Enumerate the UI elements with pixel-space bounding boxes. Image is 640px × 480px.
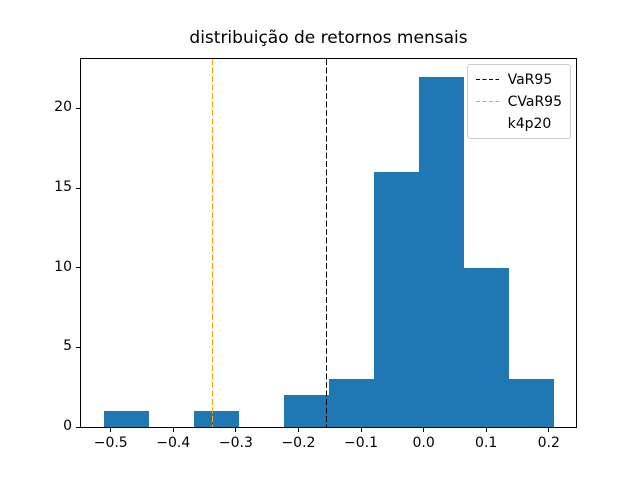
x-axis-tick-label: −0.5 xyxy=(93,435,128,451)
histogram-bar xyxy=(508,379,554,427)
x-axis-tick xyxy=(110,428,112,432)
histogram-bar xyxy=(103,411,149,427)
y-axis-tick xyxy=(76,346,80,348)
x-axis-tick xyxy=(548,428,550,432)
y-axis-tick-label: 15 xyxy=(54,179,72,196)
x-axis-tick-label: −0.2 xyxy=(281,435,316,451)
y-axis-tick-label: 0 xyxy=(63,418,72,434)
histogram-bar xyxy=(283,395,329,427)
y-axis-tick-label: 10 xyxy=(54,258,72,275)
plot-area: VaR95 CVaR95 k4p20 xyxy=(80,58,577,428)
x-axis-tick xyxy=(172,428,174,432)
y-axis-tick xyxy=(76,107,80,109)
legend-dashed-line-icon xyxy=(475,78,499,81)
legend-dashed-line-icon xyxy=(475,100,499,103)
x-axis-tick-label: −0.4 xyxy=(156,435,191,451)
histogram-bar xyxy=(373,172,419,427)
y-axis-tick xyxy=(76,426,80,428)
histogram-bar xyxy=(418,76,464,427)
y-axis-tick xyxy=(76,187,80,189)
legend-entry: CVaR95 xyxy=(475,92,562,111)
legend-label: CVaR95 xyxy=(507,93,562,110)
y-axis-tick-label: 20 xyxy=(54,99,72,116)
legend-label: k4p20 xyxy=(507,115,552,132)
x-axis-tick-label: 0.0 xyxy=(412,435,435,451)
legend-empty-handle xyxy=(476,123,499,125)
legend-entry: VaR95 xyxy=(475,70,562,89)
legend-label: VaR95 xyxy=(507,71,553,88)
histogram-bar xyxy=(463,267,509,427)
x-axis-tick-label: 0.2 xyxy=(537,435,560,451)
vline-var95 xyxy=(325,59,328,427)
vline-cvar95 xyxy=(211,59,214,427)
legend-entry: k4p20 xyxy=(476,114,562,133)
y-axis-tick-label: 5 xyxy=(63,338,72,355)
histogram-bar xyxy=(328,379,374,427)
chart-title: distribuição de retornos mensais xyxy=(189,28,468,48)
x-axis-tick xyxy=(297,428,299,432)
legend: VaR95 CVaR95 k4p20 xyxy=(466,64,571,139)
x-axis-tick xyxy=(423,428,425,432)
x-axis-tick xyxy=(360,428,362,432)
x-axis-tick-label: 0.1 xyxy=(475,435,498,451)
histogram-bar xyxy=(193,411,239,427)
x-axis-tick xyxy=(235,428,237,432)
x-axis-tick-label: −0.1 xyxy=(344,435,379,451)
x-axis-tick xyxy=(485,428,487,432)
x-axis-tick-label: −0.3 xyxy=(218,435,253,451)
y-axis-tick xyxy=(76,267,80,269)
